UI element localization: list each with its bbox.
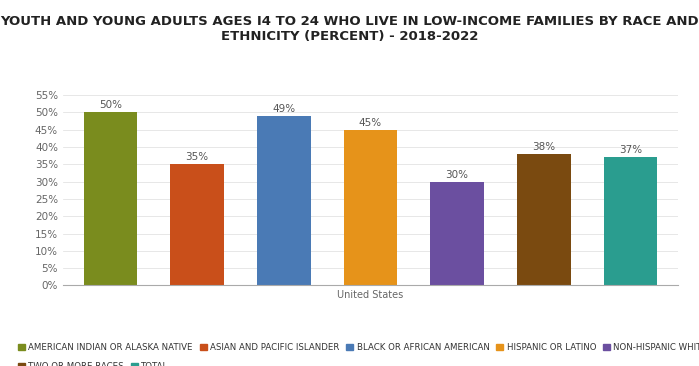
- Bar: [257, 116, 310, 285]
- Text: 35%: 35%: [186, 152, 209, 162]
- Legend: TWO OR MORE RACES, TOTAL: TWO OR MORE RACES, TOTAL: [18, 362, 168, 366]
- Bar: [344, 130, 397, 285]
- Text: 38%: 38%: [532, 142, 555, 152]
- Bar: [431, 182, 484, 285]
- Text: YOUTH AND YOUNG ADULTS AGES I4 TO 24 WHO LIVE IN LOW-INCOME FAMILIES BY RACE AND: YOUTH AND YOUNG ADULTS AGES I4 TO 24 WHO…: [0, 15, 699, 43]
- X-axis label: United States: United States: [338, 290, 403, 300]
- Text: 49%: 49%: [273, 104, 296, 114]
- Text: 50%: 50%: [99, 100, 122, 111]
- Text: 30%: 30%: [445, 169, 468, 180]
- Bar: [171, 164, 224, 285]
- Text: 37%: 37%: [619, 145, 642, 156]
- Bar: [517, 154, 570, 285]
- Bar: [84, 112, 138, 285]
- Bar: [603, 157, 657, 285]
- Text: 45%: 45%: [359, 118, 382, 128]
